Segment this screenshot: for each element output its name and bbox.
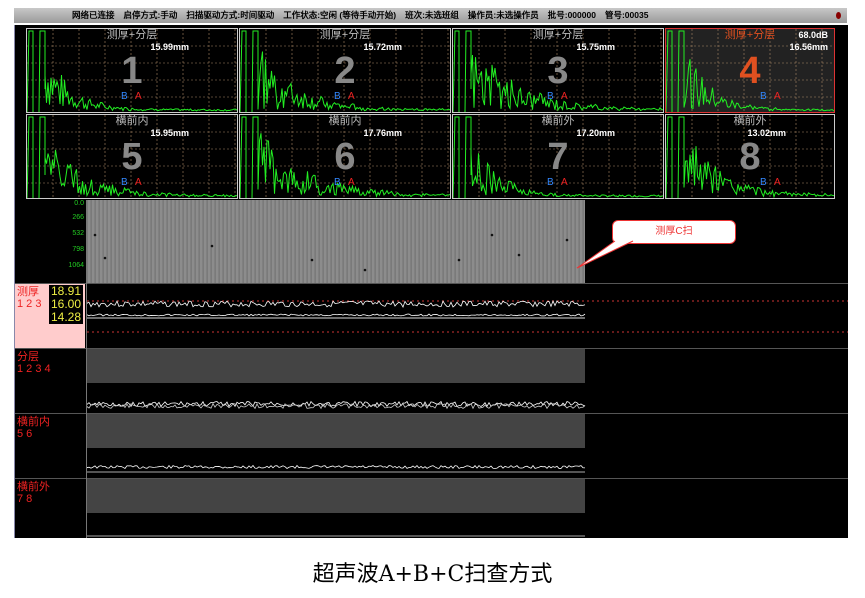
channel-number: 4 [739,50,761,92]
start-mode: 启停方式:手动 [123,10,178,20]
channel-title: 横前内 [115,115,149,127]
gate-b-icon: B [760,91,767,102]
thickness-value: 17.76mm [363,128,402,138]
operator: 操作员:未选操作员 [467,10,539,20]
channel-title: 测厚+分层 [724,29,776,41]
thickness-value: 15.72mm [363,42,402,52]
channel-title: 测厚+分层 [319,29,371,41]
gate-a-icon: A [348,177,355,188]
ascan-waveform [453,29,663,112]
cscan-callout: 测厚C扫 [612,220,736,244]
tick-label: 1064 [68,262,84,269]
bscan-lamination: 分层 1 2 3 4 [15,348,848,413]
ascan-channel-2[interactable]: 测厚+分层 15.72mm 2 B A [239,28,451,113]
tick-label: 266 [72,214,84,221]
gate-b-icon: B [760,177,767,188]
thickness-values: 18.91 16.00 14.28 [49,284,84,324]
ascan-waveform [666,115,834,198]
network-status: 网络已连接 [72,10,115,20]
max-value: 18.91 [51,284,82,298]
bscan-label: 横前外 7 8 [17,481,50,505]
ascan-waveform [240,29,450,112]
thickness-value: 15.75mm [576,42,615,52]
channel-number: 3 [547,50,569,92]
caption: 超声波A+B+C扫查方式 [312,562,553,587]
channel-title: 横前外 [541,115,575,127]
tick-label: 798 [72,246,84,253]
scan-drive-mode: 扫描驱动方式:时间驱动 [186,10,275,20]
bscan-thickness: 测厚 1 2 3 18.91 16.00 14.28 [15,283,848,348]
batch-number: 批号:000000 [547,10,596,20]
gate-b-icon: B [547,177,554,188]
min-value: 14.28 [51,310,82,324]
gate-a-icon: A [135,177,142,188]
channel-number: 7 [547,136,569,178]
work-status: 工作状态:空闲 (等待手动开始) [283,10,397,20]
nominal-value: 16.00 [51,297,82,311]
channel-number: 6 [334,136,356,178]
ascan-waveform [27,115,237,198]
channel-title: 横前内 [328,115,362,127]
bscan-label: 分层 1 2 3 4 [17,351,51,375]
thickness-value: 13.02mm [747,128,786,138]
thickness-value: 15.95mm [150,128,189,138]
ascan-channel-1[interactable]: 测厚+分层 15.99mm 1 B A [26,28,238,113]
channel-number: 5 [121,136,143,178]
gate-a-icon: A [135,91,142,102]
inspection-app: 测厚+分层 15.99mm 1 B A 测厚+分层 15.72mm 2 B A … [14,25,848,538]
gate-a-icon: A [561,177,568,188]
gate-a-icon: A [774,91,781,102]
gate-b-icon: B [547,91,554,102]
gate-b-icon: B [334,177,341,188]
ascan-waveform [666,29,834,112]
ascan-waveform [453,115,663,198]
thickness-value: 17.20mm [576,128,615,138]
channel-number: 2 [334,50,356,92]
ascan-channel-4[interactable]: 测厚+分层 68.0dB 16.56mm 4 B A [665,28,835,113]
ascan-channel-5[interactable]: 横前内 15.95mm 5 B A [26,114,238,199]
bscan-label: 测厚 1 2 3 [17,286,42,310]
channel-number: 1 [121,50,143,92]
gate-a-icon: A [348,91,355,102]
ascan-waveform [27,29,237,112]
ascan-waveform [240,115,450,198]
thickness-value: 16.56mm [789,42,828,52]
thickness-value: 15.99mm [150,42,189,52]
ascan-channel-8[interactable]: 横前外 13.02mm 8 B A [665,114,835,199]
gate-a-icon: A [774,177,781,188]
gate-b-icon: B [121,91,128,102]
tick-label: 0.0 [74,200,84,207]
ascan-channel-6[interactable]: 横前内 17.76mm 6 B A [239,114,451,199]
channel-title: 横前外 [733,115,767,127]
gate-b-icon: B [334,91,341,102]
pin-icon[interactable] [836,12,841,19]
gate-a-icon: A [561,91,568,102]
channel-title: 测厚+分层 [532,29,584,41]
bscan-label: 横前内 5 6 [17,416,50,440]
shift: 班次:未选班组 [405,10,459,20]
gate-b-icon: B [121,177,128,188]
bscan-transverse-inner: 横前内 5 6 [15,413,848,478]
bscan-transverse-outer: 横前外 7 8 [15,478,848,538]
tick-label: 532 [72,230,84,237]
ascan-channel-7[interactable]: 横前外 17.20mm 7 B A [452,114,664,199]
gain-value: 68.0dB [798,30,828,40]
channel-title: 测厚+分层 [106,29,158,41]
status-bar: 网络已连接 启停方式:手动 扫描驱动方式:时间驱动 工作状态:空闲 (等待手动开… [14,8,847,23]
cscan-image [87,200,585,283]
channel-number: 8 [739,136,761,178]
ascan-channel-3[interactable]: 测厚+分层 15.75mm 3 B A [452,28,664,113]
callout-pointer [576,240,634,269]
tube-number: 管号:00035 [604,10,649,20]
